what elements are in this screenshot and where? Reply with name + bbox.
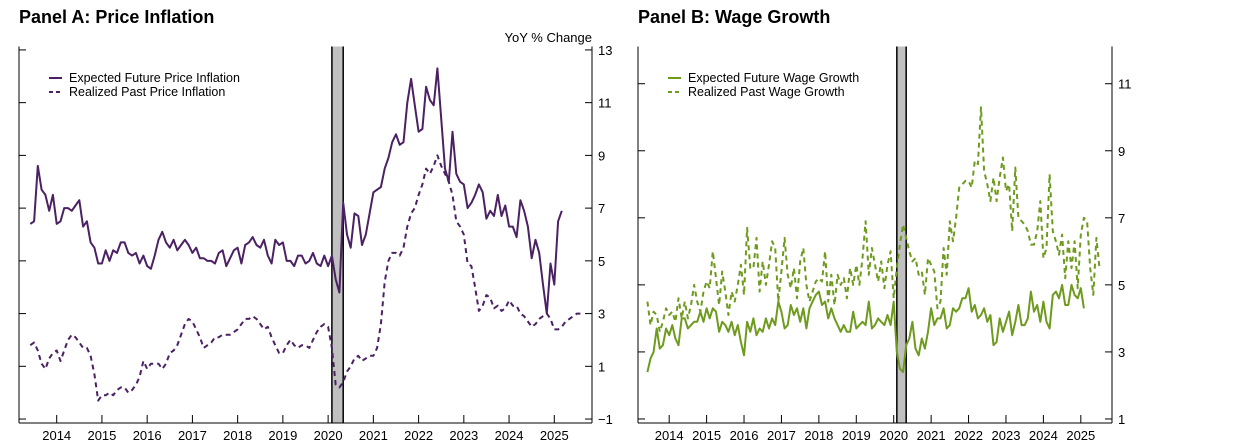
panel-a-title: Panel A: Price Inflation: [19, 7, 214, 27]
x-tick-label: 2021: [359, 428, 388, 443]
y-tick-label: 9: [598, 148, 605, 163]
x-tick-label: 2014: [42, 428, 71, 443]
panel-b: Panel B: Wage Growth Expected Future Wag…: [637, 7, 1132, 443]
panel-a: Panel A: Price Inflation YoY % Change Ex…: [18, 7, 613, 443]
x-tick-label: 2020: [879, 428, 908, 443]
x-tick-label: 2024: [1029, 428, 1058, 443]
x-tick-label: 2017: [767, 428, 796, 443]
x-tick-label: 2016: [133, 428, 162, 443]
x-tick-label: 2022: [954, 428, 983, 443]
x-tick-label: 2020: [314, 428, 343, 443]
series-line-realized-past-price-inflation: [29, 154, 581, 402]
legend-label-realized-wage: Realized Past Wage Growth: [688, 85, 845, 99]
x-tick-label: 2017: [178, 428, 207, 443]
y-tick-label: 13: [598, 43, 612, 58]
y-tick-label: 9: [1118, 144, 1125, 159]
x-tick-label: 2018: [804, 428, 833, 443]
x-tick-label: 2025: [1066, 428, 1095, 443]
y-tick-label: 11: [598, 96, 612, 111]
panel-b-title: Panel B: Wage Growth: [638, 7, 830, 27]
x-tick-label: 2019: [268, 428, 297, 443]
y-tick-label: 1: [598, 359, 605, 374]
legend-label-realized-price: Realized Past Price Inflation: [69, 85, 225, 99]
x-tick-label: 2022: [404, 428, 433, 443]
recession-shading: [896, 46, 907, 423]
series-line-realized-past-wage-growth: [646, 106, 1101, 333]
series-line-expected-future-wage-growth: [646, 283, 1085, 373]
x-tick-label: 2018: [223, 428, 252, 443]
y-tick-label: 1: [1118, 412, 1125, 427]
y-tick-label: −1: [598, 412, 613, 427]
y-tick-label: 3: [1118, 345, 1125, 360]
x-tick-label: 2021: [917, 428, 946, 443]
y-tick-label: 5: [1118, 278, 1125, 293]
legend-label-expected-price: Expected Future Price Inflation: [69, 71, 240, 85]
x-tick-label: 2023: [449, 428, 478, 443]
x-tick-label: 2014: [655, 428, 684, 443]
legend-panel-a: Expected Future Price Inflation Realized…: [49, 71, 240, 99]
panel-a-ylabel: YoY % Change: [505, 30, 592, 45]
y-tick-label: 3: [598, 307, 605, 322]
x-tick-label: 2019: [842, 428, 871, 443]
legend-panel-b: Expected Future Wage Growth Realized Pas…: [668, 71, 859, 99]
x-tick-label: 2024: [495, 428, 524, 443]
legend-label-expected-wage: Expected Future Wage Growth: [688, 71, 859, 85]
y-tick-label: 11: [1118, 77, 1132, 92]
x-tick-label: 2016: [730, 428, 759, 443]
y-tick-label: 7: [598, 201, 605, 216]
recession-shading: [331, 46, 344, 423]
y-tick-label: 5: [598, 254, 605, 269]
x-tick-label: 2015: [692, 428, 721, 443]
series-line-expected-future-price-inflation: [29, 67, 563, 315]
y-tick-label: 7: [1118, 211, 1125, 226]
x-tick-label: 2023: [992, 428, 1021, 443]
x-tick-label: 2015: [87, 428, 116, 443]
x-tick-label: 2025: [540, 428, 569, 443]
